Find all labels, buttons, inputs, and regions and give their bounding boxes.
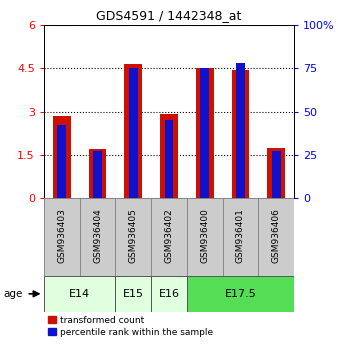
Bar: [272, 152, 281, 198]
Title: GDS4591 / 1442348_at: GDS4591 / 1442348_at: [96, 9, 242, 22]
Text: GSM936406: GSM936406: [272, 208, 281, 263]
Bar: [44, 276, 115, 312]
Bar: [165, 120, 173, 198]
Bar: [129, 68, 138, 198]
Bar: [115, 276, 151, 312]
Bar: [187, 276, 294, 312]
Text: GSM936401: GSM936401: [236, 208, 245, 263]
Text: GSM936404: GSM936404: [93, 208, 102, 263]
Bar: [80, 198, 115, 276]
Bar: [151, 198, 187, 276]
Text: GSM936402: GSM936402: [165, 208, 173, 263]
Text: GSM936403: GSM936403: [57, 208, 66, 263]
Bar: [151, 276, 187, 312]
Bar: [236, 63, 245, 198]
Bar: [187, 198, 223, 276]
Bar: [115, 198, 151, 276]
Bar: [267, 148, 285, 198]
Text: E16: E16: [159, 289, 179, 299]
Legend: transformed count, percentile rank within the sample: transformed count, percentile rank withi…: [48, 316, 213, 337]
Bar: [160, 114, 178, 198]
Bar: [44, 198, 80, 276]
Text: E15: E15: [123, 289, 144, 299]
Bar: [89, 149, 106, 198]
Bar: [223, 198, 258, 276]
Bar: [53, 116, 71, 198]
Bar: [57, 125, 66, 198]
Bar: [196, 68, 214, 198]
Bar: [232, 70, 249, 198]
Text: GSM936405: GSM936405: [129, 208, 138, 263]
Bar: [200, 68, 209, 198]
Text: E17.5: E17.5: [224, 289, 256, 299]
Bar: [124, 64, 142, 198]
Bar: [258, 198, 294, 276]
Bar: [93, 152, 102, 198]
Text: E14: E14: [69, 289, 90, 299]
Text: age: age: [3, 289, 23, 299]
Text: GSM936400: GSM936400: [200, 208, 209, 263]
